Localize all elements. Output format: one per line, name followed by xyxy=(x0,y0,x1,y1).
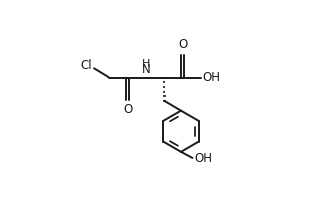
Text: H: H xyxy=(142,59,150,69)
Text: O: O xyxy=(178,38,187,51)
Text: OH: OH xyxy=(202,71,220,84)
Text: OH: OH xyxy=(194,152,212,165)
Text: N: N xyxy=(142,63,150,76)
Text: Cl: Cl xyxy=(80,59,92,72)
Text: O: O xyxy=(123,103,132,116)
